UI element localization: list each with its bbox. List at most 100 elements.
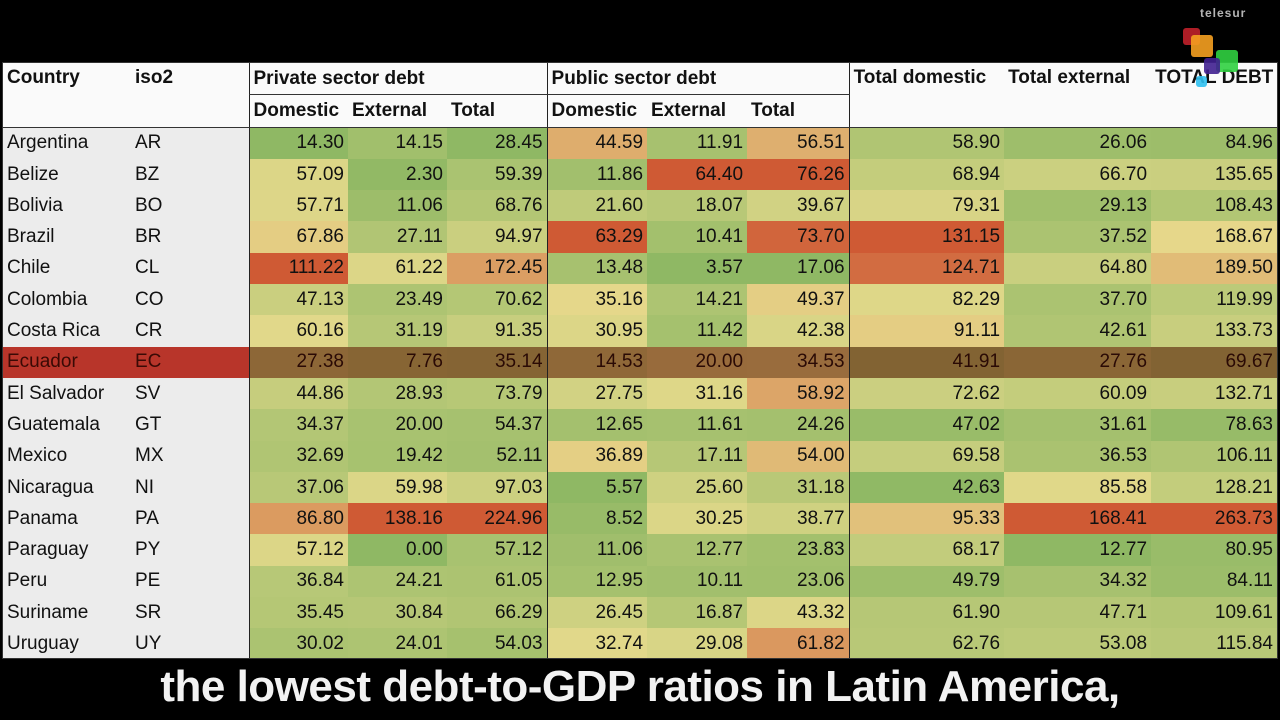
debt-table: Country iso2 Private sector debt Public …	[3, 63, 1277, 658]
cell-value: 109.61	[1151, 597, 1277, 629]
subheader-public-external: External	[647, 94, 748, 128]
cell-value: 172.45	[447, 252, 548, 285]
cell-value: 69.58	[848, 440, 1005, 472]
cell-iso2: CR	[131, 315, 249, 347]
cell-country: Mexico	[3, 440, 131, 472]
cell-value: 57.12	[447, 534, 548, 566]
cell-iso2: BZ	[131, 158, 249, 191]
cell-value: 42.38	[747, 315, 850, 347]
cell-country: Bolivia	[3, 190, 131, 222]
cell-value: 138.16	[348, 503, 447, 535]
cell-value: 28.45	[447, 127, 548, 159]
cell-value: 12.95	[546, 565, 648, 598]
subtitle-caption: the lowest debt-to-GDP ratios in Latin A…	[0, 663, 1280, 711]
cell-value: 16.87	[647, 597, 748, 629]
cell-country: Argentina	[3, 127, 131, 159]
cell-value: 62.76	[848, 628, 1005, 658]
cell-value: 32.69	[248, 440, 348, 472]
cell-country: Chile	[3, 252, 131, 285]
cell-value: 39.67	[747, 190, 850, 222]
table-row: Peru PE 36.84 24.21 61.05 12.95 10.11 23.06 49.7…	[3, 565, 1277, 598]
cell-country: Panama	[3, 503, 131, 535]
cell-value: 58.92	[747, 377, 850, 410]
cell-value: 27.76	[1004, 346, 1152, 378]
cell-value: 31.18	[747, 471, 850, 504]
table-row: Brazil BR 67.86 27.11 94.97 63.29 10.41 73.70 13…	[3, 221, 1277, 253]
table-row: Colombia CO 47.13 23.49 70.62 35.16 14.21 49.37…	[3, 284, 1277, 316]
subheader-public-total: Total	[747, 94, 850, 128]
cell-value: 20.00	[647, 346, 748, 378]
cell-value: 91.11	[848, 315, 1005, 347]
cell-value: 168.41	[1004, 503, 1152, 535]
cell-value: 14.30	[248, 127, 348, 159]
cell-iso2: CO	[131, 284, 249, 316]
debt-table-sheet: Country iso2 Private sector debt Public …	[2, 62, 1278, 659]
cell-country: Nicaragua	[3, 471, 131, 504]
cell-value: 95.33	[848, 503, 1005, 535]
cell-value: 132.71	[1151, 377, 1277, 410]
cell-value: 37.52	[1004, 221, 1152, 253]
cell-value: 27.11	[348, 221, 447, 253]
cell-value: 47.02	[848, 409, 1005, 441]
logo-square-orange	[1191, 35, 1213, 57]
cell-value: 224.96	[447, 503, 548, 535]
cell-value: 17.11	[647, 440, 748, 472]
cell-value: 60.16	[248, 315, 348, 347]
cell-value: 27.75	[546, 377, 648, 410]
cell-country: Costa Rica	[3, 315, 131, 347]
cell-value: 20.00	[348, 409, 447, 441]
caption-text: the lowest debt-to-GDP ratios in Latin A…	[160, 662, 1120, 711]
table-row: Argentina AR 14.30 14.15 28.45 44.59 11.91 56.5…	[3, 127, 1277, 159]
table-row: Nicaragua NI 37.06 59.98 97.03 5.57 25.60 31.18…	[3, 471, 1277, 504]
cell-value: 38.77	[747, 503, 850, 535]
cell-value: 17.06	[747, 252, 850, 285]
table-row: Uruguay UY 30.02 24.01 54.03 32.74 29.08 61.82 6…	[3, 628, 1277, 658]
cell-value: 32.74	[546, 628, 648, 658]
cell-value: 61.22	[348, 252, 447, 285]
cell-value: 26.06	[1004, 127, 1152, 159]
cell-iso2: SV	[131, 377, 249, 410]
cell-value: 58.90	[848, 127, 1005, 159]
header-private-sector-debt: Private sector debt	[248, 63, 548, 96]
cell-country: Paraguay	[3, 534, 131, 566]
cell-value: 43.32	[747, 597, 850, 629]
subheader-private-external: External	[348, 94, 447, 128]
cell-value: 34.32	[1004, 565, 1152, 598]
cell-value: 124.71	[848, 252, 1005, 285]
cell-value: 24.01	[348, 628, 447, 658]
table-row: Paraguay PY 57.12 0.00 57.12 11.06 12.77 23.83 6…	[3, 534, 1277, 566]
cell-country: Ecuador	[3, 346, 131, 378]
cell-value: 70.62	[447, 284, 548, 316]
cell-value: 7.76	[348, 346, 447, 378]
cell-value: 14.21	[647, 284, 748, 316]
cell-value: 57.09	[248, 158, 348, 191]
cell-value: 52.11	[447, 440, 548, 472]
cell-value: 108.43	[1151, 190, 1277, 222]
table-row: Mexico MX 32.69 19.42 52.11 36.89 17.11 54.00 69…	[3, 440, 1277, 472]
cell-value: 64.40	[647, 158, 748, 191]
cell-value: 23.06	[747, 565, 850, 598]
telesur-logo	[1180, 26, 1250, 106]
cell-value: 47.71	[1004, 597, 1152, 629]
logo-square-green	[1216, 50, 1238, 72]
cell-value: 28.93	[348, 377, 447, 410]
cell-value: 61.05	[447, 565, 548, 598]
cell-value: 189.50	[1151, 252, 1277, 285]
cell-value: 31.19	[348, 315, 447, 347]
cell-value: 37.70	[1004, 284, 1152, 316]
cell-value: 59.39	[447, 158, 548, 191]
subheader-private-domestic: Domestic	[248, 94, 348, 128]
cell-value: 97.03	[447, 471, 548, 504]
cell-value: 35.14	[447, 346, 548, 378]
cell-value: 72.62	[848, 377, 1005, 410]
cell-value: 30.25	[647, 503, 748, 535]
cell-value: 11.86	[546, 158, 648, 191]
cell-value: 23.83	[747, 534, 850, 566]
cell-value: 29.08	[647, 628, 748, 658]
cell-value: 131.15	[848, 221, 1005, 253]
cell-value: 25.60	[647, 471, 748, 504]
cell-value: 29.13	[1004, 190, 1152, 222]
cell-value: 37.06	[248, 471, 348, 504]
cell-value: 56.51	[747, 127, 850, 159]
cell-iso2: PA	[131, 503, 249, 535]
